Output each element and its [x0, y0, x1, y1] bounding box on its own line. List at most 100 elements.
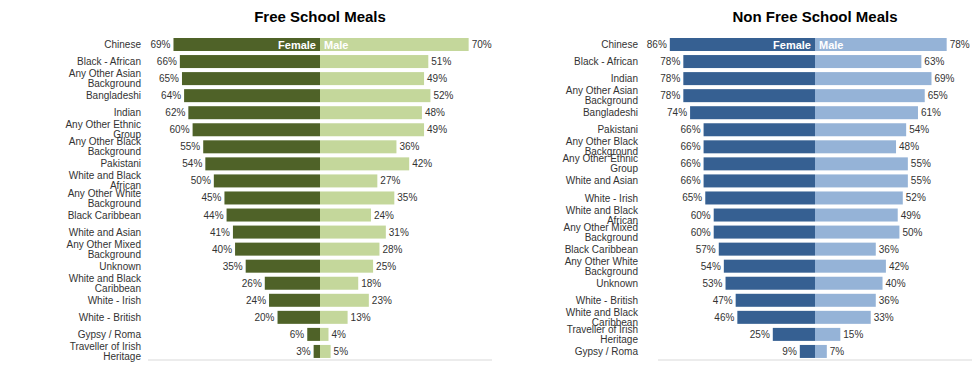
- svg-text:White - Irish: White - Irish: [88, 295, 141, 306]
- svg-text:55%: 55%: [911, 158, 931, 169]
- svg-text:White - Irish: White - Irish: [585, 193, 638, 204]
- svg-text:60%: 60%: [170, 124, 190, 135]
- svg-text:20%: 20%: [255, 312, 275, 323]
- svg-text:White and Asian: White and Asian: [69, 227, 141, 238]
- svg-text:Any Other AsianBackground: Any Other AsianBackground: [566, 85, 638, 106]
- svg-text:40%: 40%: [212, 244, 232, 255]
- svg-text:48%: 48%: [425, 107, 445, 118]
- svg-text:Bangladeshi: Bangladeshi: [86, 90, 141, 101]
- svg-text:Any Other BlackBackground: Any Other BlackBackground: [69, 136, 142, 157]
- svg-text:35%: 35%: [223, 261, 243, 272]
- svg-text:Male: Male: [819, 39, 843, 51]
- svg-text:Female: Female: [278, 39, 316, 51]
- svg-text:25%: 25%: [376, 261, 396, 272]
- svg-text:49%: 49%: [901, 210, 921, 221]
- svg-text:50%: 50%: [191, 175, 211, 186]
- svg-text:40%: 40%: [886, 278, 906, 289]
- svg-text:Any Other WhiteBackground: Any Other WhiteBackground: [565, 256, 639, 277]
- svg-text:61%: 61%: [921, 107, 941, 118]
- svg-text:18%: 18%: [361, 278, 381, 289]
- svg-text:57%: 57%: [696, 244, 716, 255]
- svg-text:49%: 49%: [427, 73, 447, 84]
- svg-text:78%: 78%: [660, 90, 680, 101]
- svg-text:Chinese: Chinese: [601, 39, 638, 50]
- svg-text:54%: 54%: [701, 261, 721, 272]
- svg-text:42%: 42%: [889, 261, 909, 272]
- svg-text:Pakistani: Pakistani: [100, 158, 141, 169]
- svg-text:66%: 66%: [681, 175, 701, 186]
- svg-text:53%: 53%: [703, 278, 723, 289]
- svg-text:Male: Male: [324, 39, 348, 51]
- svg-text:Any Other AsianBackground: Any Other AsianBackground: [69, 68, 141, 89]
- svg-text:52%: 52%: [906, 192, 926, 203]
- svg-text:47%: 47%: [713, 295, 733, 306]
- svg-text:78%: 78%: [950, 39, 970, 50]
- svg-text:36%: 36%: [399, 141, 419, 152]
- svg-text:49%: 49%: [427, 124, 447, 135]
- svg-text:White and Asian: White and Asian: [566, 175, 638, 186]
- svg-text:Indian: Indian: [114, 107, 141, 118]
- svg-text:78%: 78%: [660, 73, 680, 84]
- svg-text:52%: 52%: [433, 90, 453, 101]
- svg-text:26%: 26%: [242, 278, 262, 289]
- svg-text:13%: 13%: [351, 312, 371, 323]
- svg-text:4%: 4%: [331, 329, 346, 340]
- svg-text:Gypsy / Roma: Gypsy / Roma: [78, 329, 142, 340]
- svg-text:60%: 60%: [691, 210, 711, 221]
- svg-text:24%: 24%: [374, 210, 394, 221]
- svg-text:25%: 25%: [750, 329, 770, 340]
- svg-text:9%: 9%: [782, 346, 797, 357]
- svg-text:White - British: White - British: [79, 312, 141, 323]
- svg-text:65%: 65%: [682, 192, 702, 203]
- svg-text:50%: 50%: [902, 227, 922, 238]
- svg-text:3%: 3%: [296, 346, 311, 357]
- svg-text:36%: 36%: [879, 295, 899, 306]
- svg-text:46%: 46%: [714, 312, 734, 323]
- svg-text:66%: 66%: [681, 158, 701, 169]
- svg-text:Any Other WhiteBackground: Any Other WhiteBackground: [68, 188, 142, 209]
- svg-text:White and BlackCaribbean: White and BlackCaribbean: [69, 273, 142, 294]
- svg-text:Black - African: Black - African: [77, 56, 141, 67]
- svg-text:31%: 31%: [389, 227, 409, 238]
- svg-text:86%: 86%: [647, 39, 667, 50]
- svg-text:70%: 70%: [472, 39, 492, 50]
- svg-text:White - British: White - British: [576, 295, 638, 306]
- svg-text:65%: 65%: [928, 90, 948, 101]
- svg-text:Chinese: Chinese: [104, 39, 141, 50]
- svg-text:66%: 66%: [681, 124, 701, 135]
- svg-text:36%: 36%: [879, 244, 899, 255]
- svg-text:60%: 60%: [691, 227, 711, 238]
- svg-text:27%: 27%: [380, 175, 400, 186]
- svg-text:41%: 41%: [210, 227, 230, 238]
- svg-text:42%: 42%: [412, 158, 432, 169]
- svg-text:Pakistani: Pakistani: [597, 124, 638, 135]
- svg-text:Black Caribbean: Black Caribbean: [565, 244, 638, 255]
- svg-text:6%: 6%: [290, 329, 305, 340]
- svg-text:15%: 15%: [843, 329, 863, 340]
- svg-text:5%: 5%: [334, 346, 349, 357]
- svg-text:66%: 66%: [681, 141, 701, 152]
- svg-text:Black - African: Black - African: [574, 56, 638, 67]
- svg-text:Traveller of IrishHeritage: Traveller of IrishHeritage: [567, 324, 639, 345]
- svg-text:69%: 69%: [934, 73, 954, 84]
- svg-text:54%: 54%: [182, 158, 202, 169]
- svg-text:Indian: Indian: [611, 73, 638, 84]
- svg-text:74%: 74%: [667, 107, 687, 118]
- svg-text:45%: 45%: [201, 192, 221, 203]
- svg-text:Any Other MixedBackground: Any Other MixedBackground: [67, 239, 141, 260]
- svg-text:48%: 48%: [899, 141, 919, 152]
- svg-text:63%: 63%: [924, 56, 944, 67]
- svg-text:Any Other EthnicGroup: Any Other EthnicGroup: [562, 153, 638, 174]
- svg-text:24%: 24%: [246, 295, 266, 306]
- svg-text:51%: 51%: [431, 56, 451, 67]
- svg-text:35%: 35%: [397, 192, 417, 203]
- svg-text:55%: 55%: [180, 141, 200, 152]
- svg-text:Gypsy / Roma: Gypsy / Roma: [575, 346, 639, 357]
- svg-text:Female: Female: [773, 39, 811, 51]
- svg-text:Unknown: Unknown: [99, 261, 141, 272]
- svg-text:Bangladeshi: Bangladeshi: [583, 107, 638, 118]
- svg-text:Unknown: Unknown: [596, 278, 638, 289]
- svg-text:7%: 7%: [830, 346, 845, 357]
- svg-text:65%: 65%: [159, 73, 179, 84]
- svg-text:Black Caribbean: Black Caribbean: [68, 210, 141, 221]
